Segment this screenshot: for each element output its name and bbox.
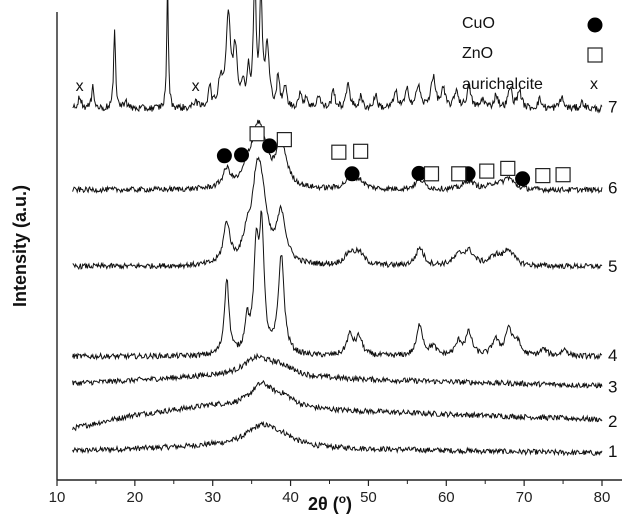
zno-marker [423,166,440,182]
cuo-marker [234,147,250,163]
cuo-marker [515,171,531,187]
curve-labels: 1 2 3 4 5 6 7 [608,97,617,460]
x-tick-label: 10 [49,489,66,506]
x-tick-label: 20 [127,489,144,506]
diffraction-curves [72,0,603,457]
series-3-label: 3 [608,377,617,396]
cuo-marker [344,166,360,182]
zno-marker [555,167,571,183]
series-2-line [72,379,603,432]
x-axis-title: 2θ (o) [308,492,352,514]
zno-marker [276,132,292,148]
series-1-line [72,420,603,457]
zno-marker [353,143,369,159]
legend-label-cuo: CuO [462,15,495,32]
x-axis-title-prefix: 2θ ( [308,494,339,514]
series-7-line [72,0,603,114]
zno-marker [331,144,347,160]
series-5-line [72,156,603,271]
legend-marker-aurichalcite: x [590,76,598,93]
series-1-label: 1 [608,442,617,461]
series-6-label: 6 [608,178,617,197]
series-2-label: 2 [608,412,617,431]
cuo-marker [411,165,427,181]
axes [56,12,622,481]
zno-marker [479,163,495,179]
x-tick-label: 50 [360,489,377,506]
series-7-label: 7 [608,97,617,116]
legend-label-aurichalcite: aurichalcite [462,76,543,93]
aurichalcite-marker: x [192,78,200,95]
x-tick-label: 60 [438,489,455,506]
cuo-marker [262,138,278,154]
x-ticks: 10 20 30 40 50 60 70 80 [49,480,611,506]
series-3-line [72,352,603,389]
x-tick-label: 30 [204,489,221,506]
legend-marker-zno [587,47,603,63]
zno-marker [451,166,467,182]
y-axis-title: Intensity (a.u.) [10,185,30,307]
x-axis-title-suffix: ) [346,494,352,514]
zno-marker [249,126,265,142]
cuo-marker [216,148,232,164]
x-tick-label: 40 [282,489,299,506]
zno-marker [500,160,516,176]
zno-marker [535,168,551,184]
x-axis-title-unit: o [339,492,346,506]
legend: CuO ZnO aurichalcite x [462,15,603,93]
aurichalcite-marker: x [76,78,84,95]
legend-label-zno: ZnO [462,45,493,62]
legend-marker-cuo [587,17,603,33]
series-4-line [72,210,603,361]
series-4-label: 4 [608,346,617,365]
series-6-line [72,119,603,194]
x-tick-label: 70 [516,489,533,506]
series-5-label: 5 [608,257,617,276]
x-tick-label: 80 [594,489,611,506]
